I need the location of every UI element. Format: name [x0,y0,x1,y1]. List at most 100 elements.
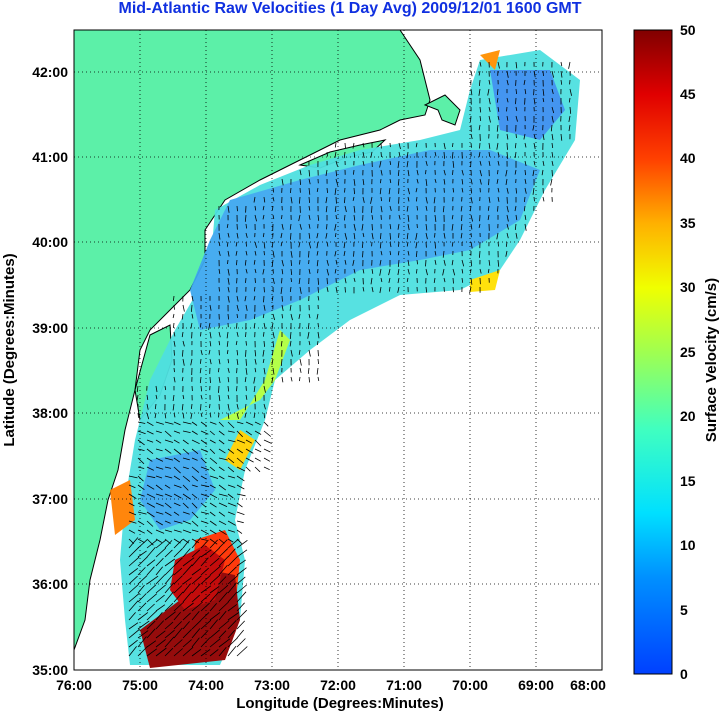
velocity-arrow [352,259,355,266]
velocity-arrow [344,232,348,240]
velocity-arrow [551,151,554,158]
velocity-arrow [335,160,338,167]
velocity-arrow [191,457,198,461]
velocity-arrow [244,376,247,383]
velocity-arrow [190,358,193,366]
velocity-arrow [496,124,499,132]
velocity-arrow [317,331,320,339]
velocity-arrow [263,340,265,347]
velocity-arrow [452,169,454,175]
velocity-arrow [236,385,238,392]
velocity-arrow [146,539,158,549]
velocity-arrow [218,647,227,657]
velocity-arrow [272,313,275,321]
velocity-arrow [164,647,174,657]
velocity-arrow [200,430,209,435]
velocity-arrow [146,559,156,567]
velocity-arrow [164,629,175,639]
velocity-arrow [227,250,230,257]
velocity-arrow [200,549,212,558]
velocity-arrow [452,286,454,293]
velocity-arrow [164,558,176,567]
y-tick-label: 39:00 [32,320,68,336]
velocity-arrow [236,529,243,534]
velocity-arrow [236,602,245,612]
velocity-arrow [200,539,209,549]
velocity-arrow [281,313,283,319]
velocity-arrow [568,115,571,122]
velocity-arrow [236,646,248,657]
velocity-arrow [181,331,184,338]
y-tick-label: 42:00 [32,64,68,80]
velocity-arrow [155,630,166,639]
velocity-arrow [164,520,171,524]
velocity-arrow [227,591,238,603]
velocity-arrow [209,603,218,612]
velocity-arrow [137,502,145,507]
velocity-arrow [425,232,428,240]
velocity-arrow [182,591,192,603]
velocity-arrow [200,602,210,612]
velocity-arrow [173,457,181,463]
velocity-arrow [397,286,400,293]
velocity-arrow [155,538,163,543]
velocity-arrow [218,367,220,373]
velocity-arrow [173,349,175,356]
velocity-arrow [506,187,509,194]
velocity-arrow [146,484,155,490]
velocity-arrow [344,259,347,265]
velocity-arrow [218,620,230,630]
velocity-arrow [209,412,212,418]
velocity-arrow [200,649,211,657]
velocity-arrow [218,430,225,436]
velocity-arrow [218,250,221,256]
velocity-arrow [227,612,240,621]
velocity-arrow [379,241,382,249]
velocity-arrow [227,268,230,276]
velocity-arrow [173,621,182,630]
velocity-arrow [344,196,346,204]
velocity-arrow [182,502,189,509]
velocity-arrow [335,232,337,238]
velocity-arrow [209,529,217,535]
velocity-arrow [199,376,202,384]
velocity-arrow [155,594,165,603]
velocity-arrow [289,331,292,339]
velocity-arrow [182,475,191,482]
velocity-arrow [308,376,310,383]
velocity-arrow [316,367,319,375]
velocity-arrow [200,529,209,535]
velocity-arrow [173,430,181,434]
velocity-arrow [164,385,167,391]
velocity-arrow [298,214,301,222]
velocity-arrow [380,250,383,256]
velocity-arrow [137,457,145,465]
velocity-arrow [137,584,145,594]
velocity-arrow [290,313,293,321]
velocity-arrow [182,394,185,400]
velocity-arrow [227,630,236,639]
velocity-arrow [128,622,139,630]
velocity-arrow [200,593,211,603]
velocity-arrow [218,601,229,612]
velocity-arrow [164,591,174,603]
velocity-arrow [532,124,535,131]
velocity-arrow [218,502,228,507]
velocity-arrow [200,567,209,576]
velocity-arrow [533,196,535,202]
velocity-arrow [155,604,166,612]
velocity-arrow [218,610,227,621]
velocity-arrow [515,97,517,105]
velocity-arrow [137,556,148,567]
velocity-arrow [218,565,228,576]
velocity-arrow [497,106,500,112]
velocity-arrow [209,619,219,630]
velocity-arrow [209,520,217,526]
velocity-arrow [191,403,193,409]
velocity-arrow [155,566,164,576]
velocity-arrow [280,286,283,294]
x-axis: 76:00 75:00 74:00 73:00 72:00 71:00 70:0… [56,677,606,712]
velocity-arrow [533,133,536,140]
velocity-arrow [515,214,518,221]
velocity-arrow [515,133,517,139]
